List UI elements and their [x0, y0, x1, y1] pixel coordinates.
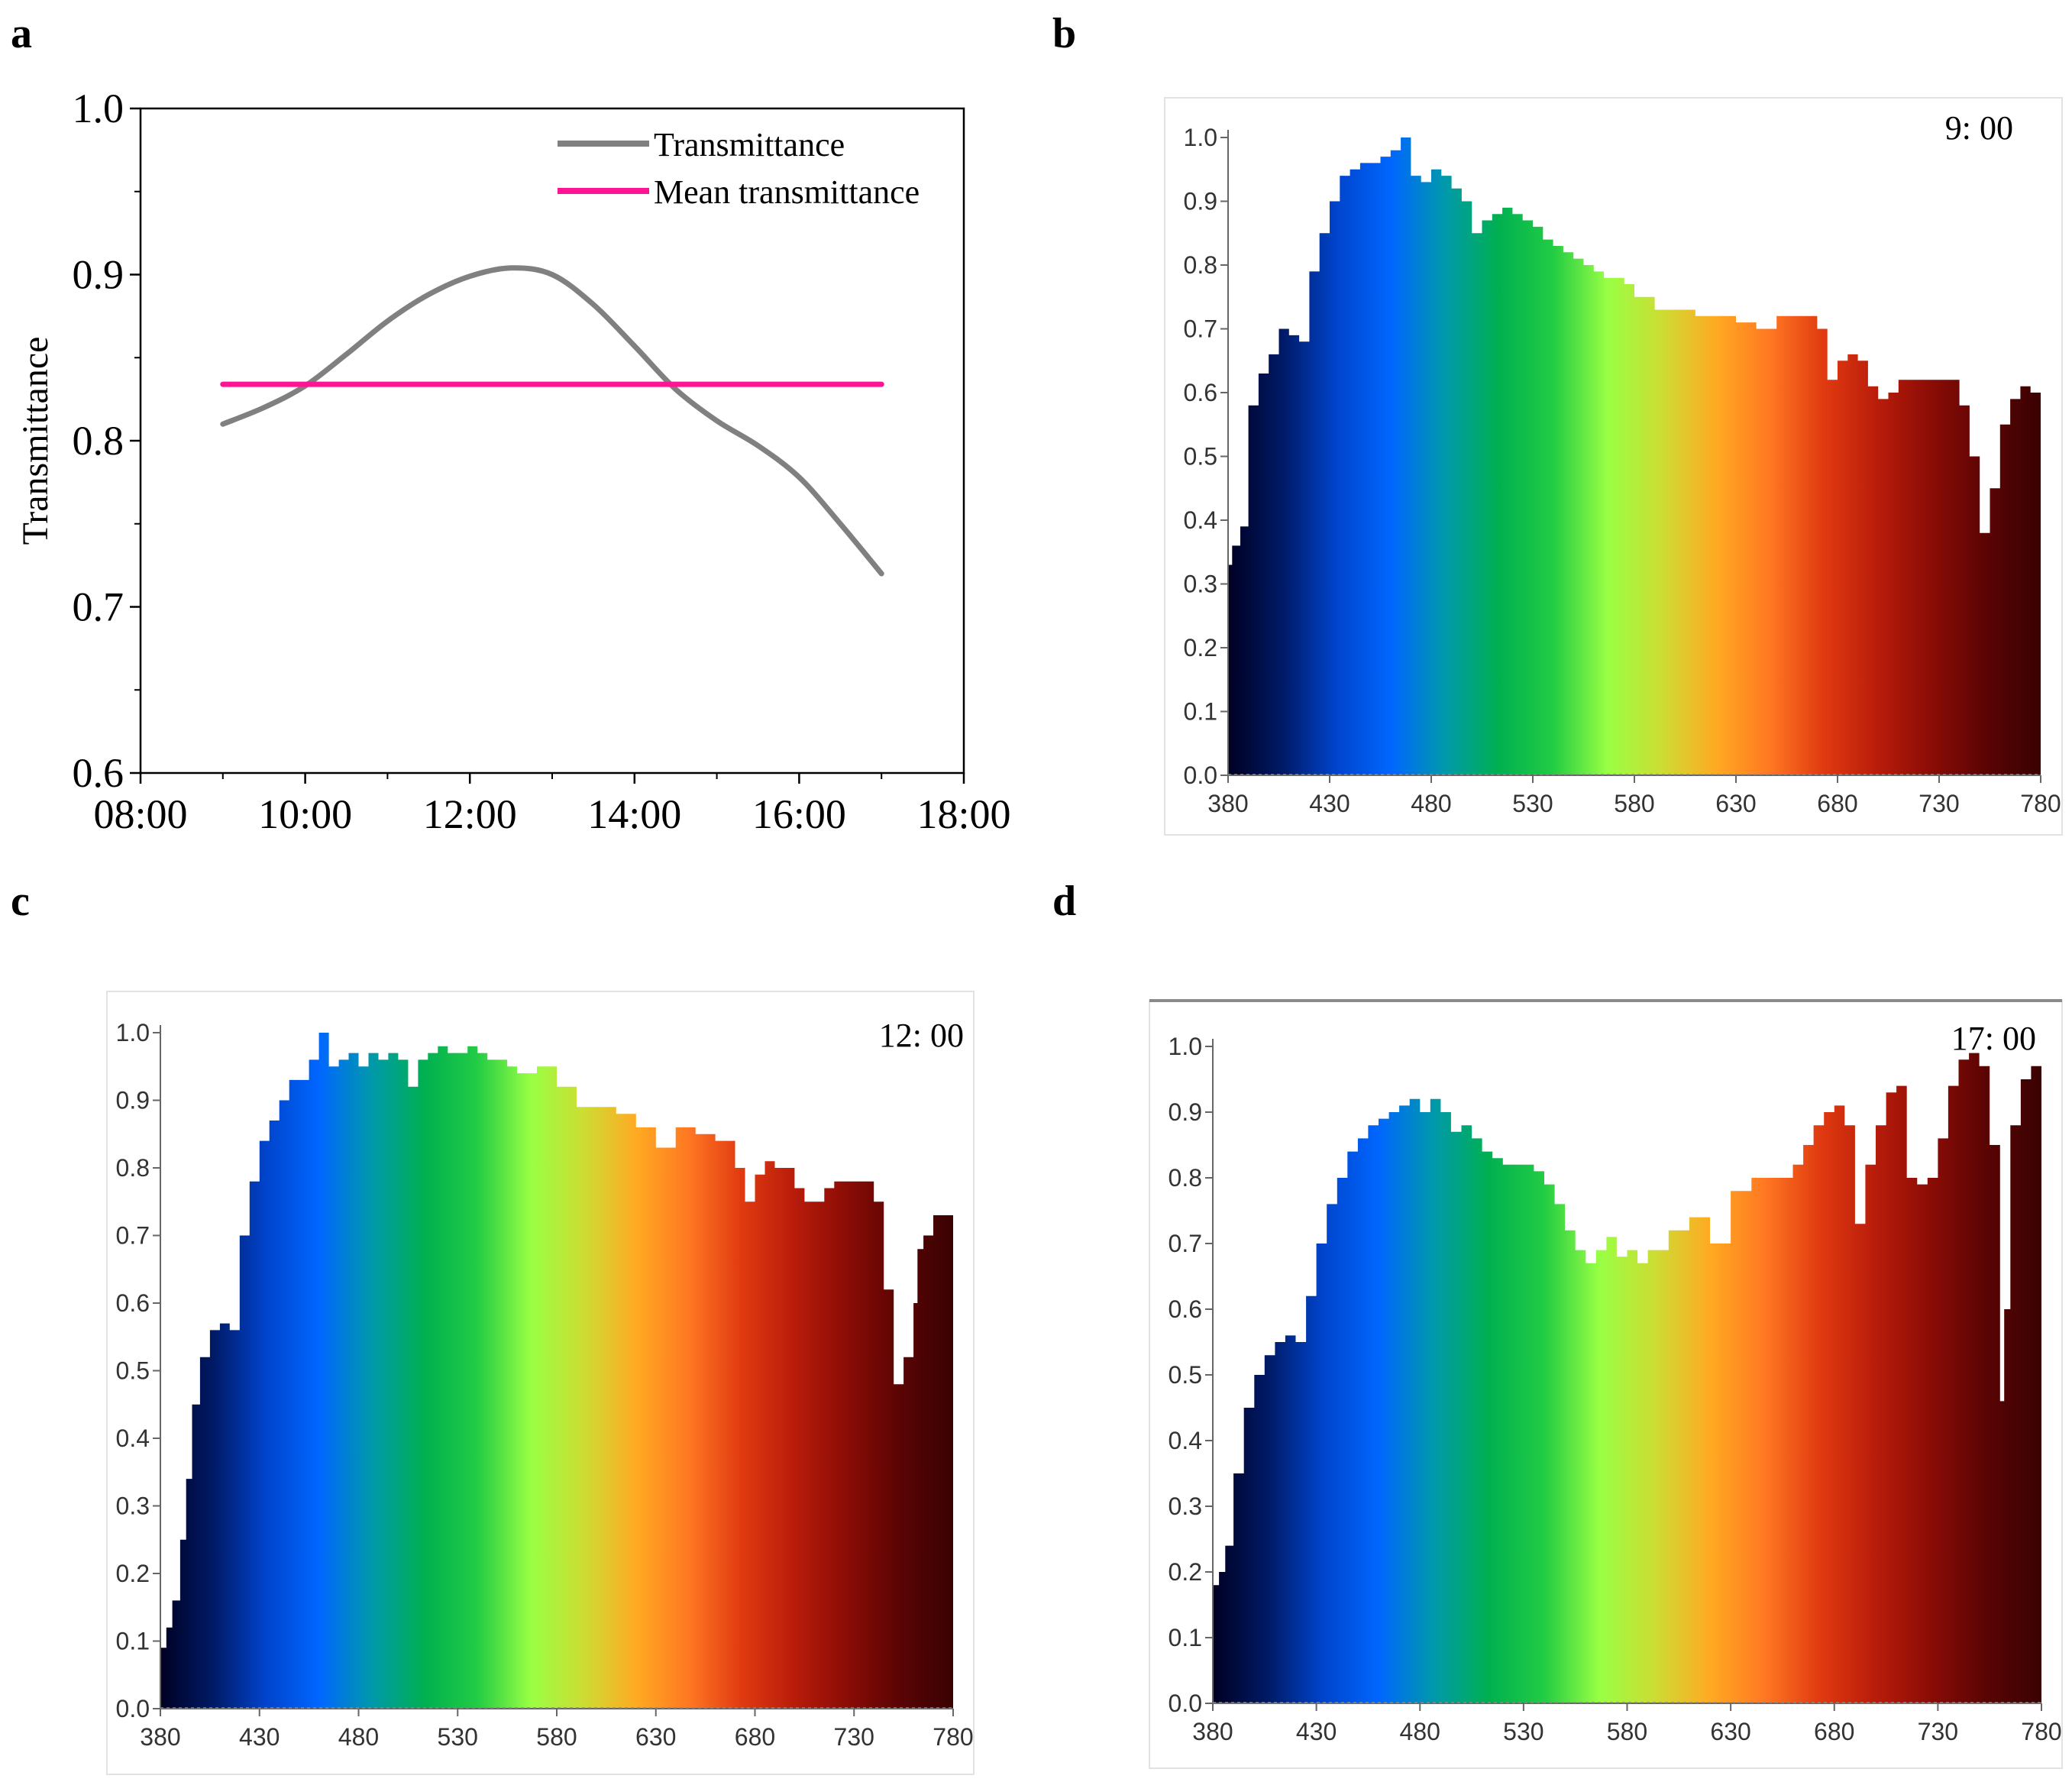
- y-tick-label: 0.2: [1169, 1558, 1202, 1586]
- y-tick-label: 0.1: [116, 1628, 150, 1655]
- y-tick-label: 0.5: [1184, 443, 1217, 471]
- time-label: 17: 00: [1951, 1020, 2036, 1057]
- y-tick-label: 1.0: [1169, 1033, 1202, 1060]
- time-label: 9: 00: [1945, 109, 2013, 147]
- x-tick-label: 780: [2020, 790, 2061, 817]
- y-tick-label: 0.6: [116, 1289, 150, 1317]
- legend-label-mean: Mean transmittance: [654, 173, 920, 211]
- y-tick-label: 0.4: [116, 1425, 150, 1452]
- y-tick-label: 1.0: [1184, 124, 1217, 151]
- y-tick-label: 0.1: [1184, 698, 1217, 726]
- y-tick-label: 0.7: [116, 1222, 150, 1250]
- panel-letter-b: b: [1052, 10, 1076, 57]
- spectrum-chart-9am: 0.0 0.1 0.2 0.3 0.4 0.5 0.6 0.7 0.8 0.9 1.0 380 430 4…: [1164, 97, 2063, 836]
- y-tick-label: 0.7: [1169, 1230, 1202, 1257]
- spectrum-chart-12pm: 0.0 0.1 0.2 0.3 0.4 0.5 0.6 0.7 0.8 0.9 1.0 380 430 4…: [106, 991, 975, 1775]
- panel-letter-c: c: [11, 878, 30, 925]
- x-tick-label: 580: [1614, 790, 1654, 817]
- y-tick-label: 0.9: [73, 252, 124, 298]
- y-tick-label: 0.0: [1169, 1690, 1202, 1717]
- y-tick-label: 0.7: [1184, 315, 1217, 343]
- series-group: [220, 265, 884, 577]
- y-tick-label: 0.5: [1169, 1361, 1202, 1389]
- x-tick-label: 10:00: [258, 791, 352, 837]
- y-tick-label: 0.1: [1169, 1624, 1202, 1651]
- x-axis: 08:00 10:00 12:00 14:00 16:00 18:00: [93, 773, 1011, 837]
- transmittance-line-chart: 0.6 0.7 0.8 0.9 1.0 08:00 10:00 12:00 14:00 16:0…: [15, 86, 1011, 837]
- y-tick-label: 0.8: [73, 418, 124, 464]
- y-tick-label: 0.9: [1169, 1098, 1202, 1126]
- x-tick-label: 780: [933, 1723, 973, 1751]
- y-tick-label: 0.8: [116, 1154, 150, 1182]
- x-tick-label: 580: [1607, 1718, 1647, 1745]
- x-tick-label: 12:00: [423, 791, 517, 837]
- x-tick-label: 16:00: [752, 791, 846, 837]
- x-tick-label: 630: [635, 1723, 676, 1751]
- y-tick-label: 0.0: [1184, 762, 1217, 789]
- x-tick-label: 680: [1817, 790, 1857, 817]
- x-tick-label: 780: [2021, 1718, 2061, 1745]
- x-tick-label: 430: [239, 1723, 280, 1751]
- x-tick-label: 530: [1503, 1718, 1543, 1745]
- x-tick-label: 380: [1207, 790, 1248, 817]
- y-tick-label: 0.4: [1169, 1427, 1202, 1454]
- y-tick-label: 0.8: [1184, 251, 1217, 279]
- time-label: 12: 00: [879, 1017, 964, 1054]
- transmittance-line: [220, 265, 884, 577]
- y-axis: 0.6 0.7 0.8 0.9 1.0: [73, 86, 141, 796]
- spectrum-area: [1228, 137, 2041, 775]
- y-tick-label: 0.4: [1184, 506, 1217, 534]
- x-tick-label: 14:00: [587, 791, 681, 837]
- y-tick-label: 1.0: [116, 1019, 150, 1046]
- spectrum-area: [1213, 1053, 2041, 1703]
- y-axis-title: Transmittance: [15, 337, 56, 545]
- x-tick-label: 730: [834, 1723, 874, 1751]
- x-tick-label: 380: [1192, 1718, 1233, 1745]
- y-tick-label: 0.2: [1184, 634, 1217, 661]
- x-tick-label: 480: [1411, 790, 1451, 817]
- y-tick-label: 0.8: [1169, 1164, 1202, 1192]
- panel-letter-a: a: [11, 10, 32, 57]
- y-tick-label: 0.7: [73, 584, 124, 630]
- y-tick-label: 0.2: [116, 1560, 150, 1587]
- x-tick-label: 630: [1710, 1718, 1750, 1745]
- legend-label-transmittance: Transmittance: [654, 126, 845, 163]
- spectrum-chart-5pm: 0.0 0.1 0.2 0.3 0.4 0.5 0.6 0.7 0.8 0.9 1.0 380 430 4…: [1149, 999, 2063, 1769]
- y-tick-label: 0.3: [1169, 1493, 1202, 1520]
- x-tick-label: 730: [1918, 790, 1959, 817]
- x-tick-label: 380: [140, 1723, 180, 1751]
- y-tick-label: 0.9: [116, 1087, 150, 1114]
- x-tick-label: 630: [1715, 790, 1756, 817]
- x-tick-label: 18:00: [916, 791, 1010, 837]
- x-tick-label: 430: [1309, 790, 1350, 817]
- x-tick-label: 530: [438, 1723, 478, 1751]
- y-tick-label: 0.9: [1184, 188, 1217, 215]
- y-tick-label: 0.5: [116, 1357, 150, 1385]
- y-tick-label: 0.3: [1184, 571, 1217, 598]
- x-tick-label: 480: [338, 1723, 379, 1751]
- x-tick-label: 580: [536, 1723, 577, 1751]
- y-tick-label: 1.0: [73, 86, 124, 131]
- y-tick-label: 0.3: [116, 1493, 150, 1520]
- y-tick-label: 0.6: [1169, 1295, 1202, 1323]
- y-tick-label: 0.0: [116, 1695, 150, 1722]
- panel-letter-d: d: [1052, 878, 1076, 925]
- x-tick-label: 680: [735, 1723, 775, 1751]
- x-tick-label: 530: [1512, 790, 1553, 817]
- y-tick-label: 0.6: [73, 750, 124, 796]
- y-tick-label: 0.6: [1184, 379, 1217, 406]
- spectrum-area: [160, 1033, 953, 1709]
- x-tick-label: 730: [1918, 1718, 1958, 1745]
- x-tick-label: 08:00: [93, 791, 187, 837]
- x-tick-label: 480: [1400, 1718, 1440, 1745]
- x-tick-label: 430: [1296, 1718, 1337, 1745]
- legend: Transmittance Mean transmittance: [558, 126, 920, 211]
- x-tick-label: 680: [1814, 1718, 1854, 1745]
